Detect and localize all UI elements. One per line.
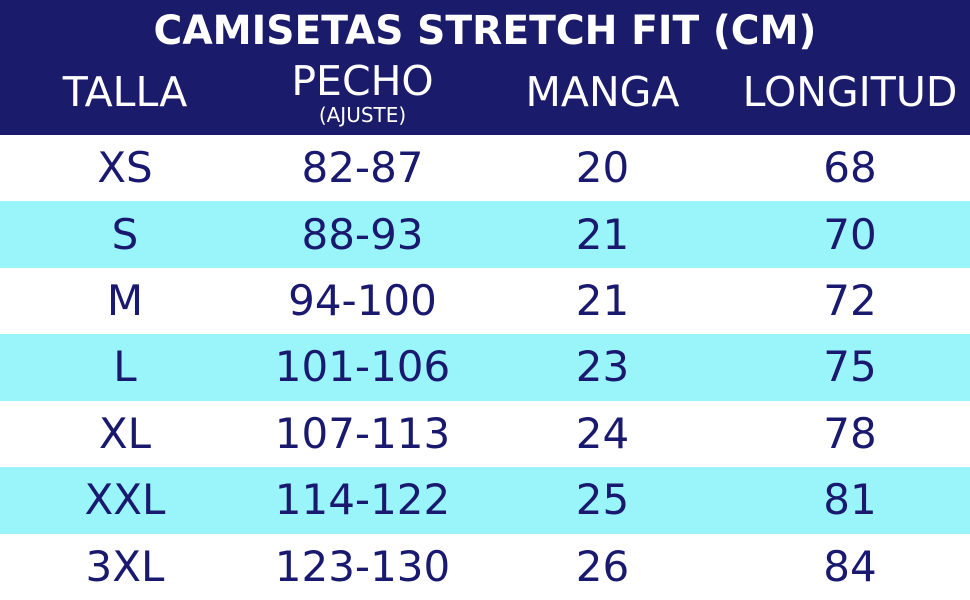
table-row-m: M 94-100 21 72 (0, 267, 970, 335)
column-label: MANGA (525, 68, 680, 116)
cell-pecho: 101-106 (274, 342, 451, 392)
table-row-xs: XS 82-87 20 68 (0, 135, 970, 202)
cell-longitud: 75 (823, 342, 877, 392)
cell-talla: M (106, 276, 144, 326)
table-row-s: S 88-93 21 70 (0, 201, 970, 268)
cell-manga: 21 (575, 276, 630, 326)
cell-pecho: 94-100 (288, 276, 437, 326)
cell-longitud: 78 (823, 408, 877, 458)
cell-pecho: 123-130 (274, 541, 451, 591)
column-header-pecho: PECHO (AJUSTE) (250, 56, 475, 127)
table-row-xl: XL 107-113 24 78 (0, 400, 970, 468)
column-header-longitud: LONGITUD (730, 72, 970, 113)
column-sublabel: (AJUSTE) (318, 102, 407, 127)
cell-pecho: 107-113 (274, 408, 451, 458)
cell-talla: 3XL (85, 541, 165, 591)
cell-manga: 20 (575, 143, 630, 193)
column-header-row: TALLA PECHO (AJUSTE) MANGA LONGITUD (0, 54, 970, 135)
column-label: LONGITUD (742, 68, 958, 116)
cell-talla: XXL (84, 475, 166, 525)
cell-talla: S (111, 209, 139, 259)
cell-longitud: 84 (823, 541, 877, 591)
chart-title: CAMISETAS STRETCH FIT (CM) (153, 8, 817, 54)
column-header-talla: TALLA (0, 72, 250, 113)
cell-longitud: 68 (823, 143, 877, 193)
cell-manga: 23 (575, 342, 630, 392)
cell-longitud: 70 (823, 209, 877, 259)
cell-manga: 26 (575, 541, 630, 591)
table-row-xxl: XXL 114-122 25 81 (0, 467, 970, 534)
chart-header: CAMISETAS STRETCH FIT (CM) TALLA PECHO (… (0, 0, 970, 135)
cell-pecho: 114-122 (274, 475, 451, 525)
cell-talla: L (113, 342, 137, 392)
cell-manga: 24 (575, 408, 630, 458)
cell-manga: 25 (575, 475, 630, 525)
cell-manga: 21 (575, 209, 630, 259)
table-body: XS 82-87 20 68 S 88-93 21 70 M 94-100 21… (0, 135, 970, 600)
column-label: TALLA (62, 68, 188, 116)
cell-longitud: 81 (823, 475, 877, 525)
column-label: PECHO (291, 56, 434, 105)
table-row-l: L 101-106 23 75 (0, 334, 970, 401)
cell-pecho: 88-93 (301, 209, 424, 259)
cell-talla: XS (97, 143, 153, 193)
table-row-3xl: 3XL 123-130 26 84 (0, 533, 970, 600)
cell-pecho: 82-87 (301, 143, 424, 193)
cell-talla: XL (98, 408, 152, 458)
column-header-manga: MANGA (475, 72, 730, 113)
cell-longitud: 72 (823, 276, 877, 326)
